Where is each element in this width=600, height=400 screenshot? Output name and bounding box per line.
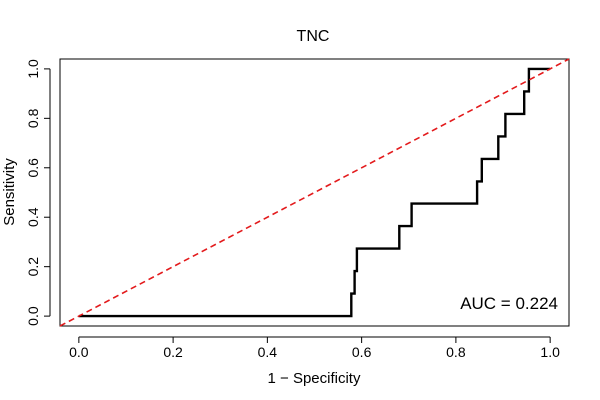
x-axis-title: 1 − Specificity	[268, 370, 361, 387]
series-layer	[59, 58, 570, 327]
x-tick-label: 0.2	[163, 344, 183, 360]
auc-annotation: AUC = 0.224	[460, 294, 558, 313]
y-tick-label: 0.4	[25, 207, 41, 227]
x-tick-label: 0.0	[69, 344, 89, 360]
y-tick-label: 0.2	[25, 257, 41, 277]
x-axis: 0.0 0.2 0.4 0.6 0.8 1.0	[69, 336, 560, 360]
y-axis-title: Sensitivity	[1, 158, 18, 226]
y-tick-label: 0.6	[25, 158, 41, 178]
reference-diagonal-line	[59, 58, 570, 327]
y-tick-label: 1.0	[25, 59, 41, 79]
y-axis: 0.0 0.2 0.4 0.6 0.8 1.0	[25, 59, 51, 326]
y-tick-label: 0.8	[25, 108, 41, 128]
y-tick-label: 0.0	[25, 306, 41, 326]
roc-curve-line	[78, 67, 551, 318]
x-tick-label: 0.4	[258, 344, 278, 360]
x-tick-label: 0.8	[446, 344, 466, 360]
x-tick-label: 1.0	[540, 344, 560, 360]
chart-title: TNC	[297, 28, 330, 45]
plot-area-frame	[59, 58, 570, 327]
x-tick-label: 0.6	[352, 344, 372, 360]
